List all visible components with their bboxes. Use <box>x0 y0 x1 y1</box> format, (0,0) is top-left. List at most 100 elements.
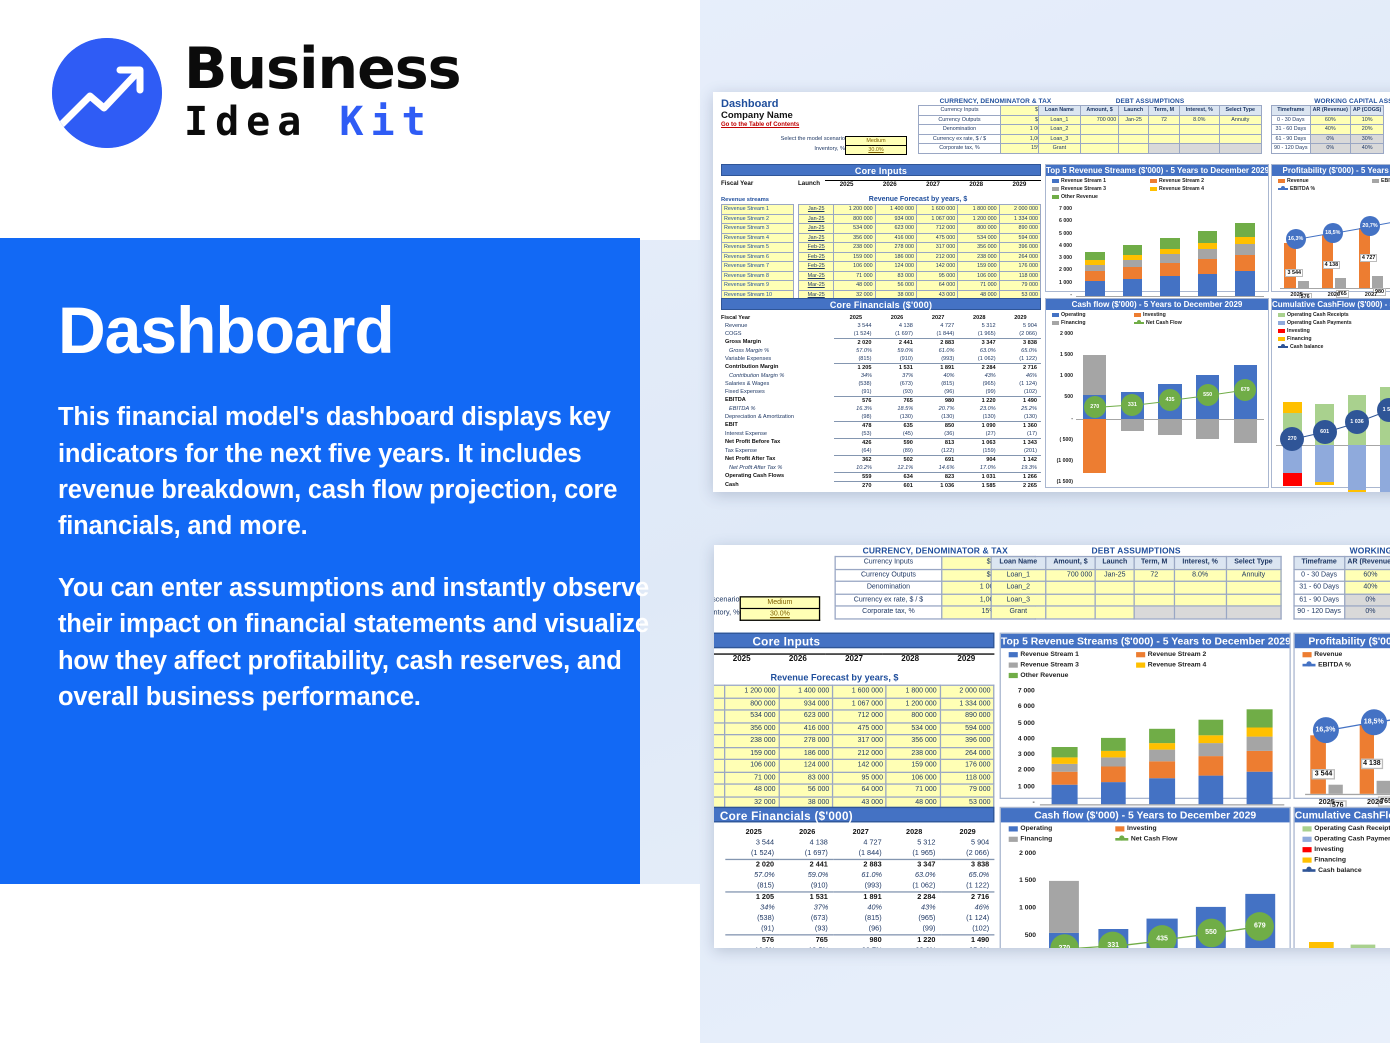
forecast-cell[interactable]: 396 000 <box>998 242 1042 253</box>
forecast-cell[interactable]: 800 000 <box>724 696 780 711</box>
forecast-cell[interactable]: 106 000 <box>885 771 941 785</box>
forecast-cell[interactable]: 278 000 <box>874 242 917 253</box>
forecast-cell[interactable]: 71 000 <box>885 783 941 798</box>
table-row[interactable]: Revenue Stream 1 <box>720 204 795 215</box>
forecast-cell[interactable]: 71 000 <box>833 270 876 281</box>
forecast-cell[interactable]: 83 000 <box>778 771 834 785</box>
table-cell[interactable]: 8.0% <box>1173 568 1227 582</box>
table-cell[interactable] <box>1173 580 1227 595</box>
forecast-cell[interactable]: 186 000 <box>778 746 834 760</box>
forecast-cell[interactable]: 1 800 000 <box>957 204 1000 215</box>
forecast-cell[interactable]: 356 000 <box>957 242 1000 253</box>
table-cell[interactable] <box>1225 592 1282 607</box>
table-row[interactable]: Revenue Stream 3 <box>720 223 795 234</box>
table-cell[interactable]: Annuity <box>1225 568 1282 582</box>
forecast-cell[interactable]: 278 000 <box>778 734 834 748</box>
launch-cell[interactable]: Jan-25 <box>714 709 726 723</box>
table-cell[interactable] <box>1147 133 1180 144</box>
forecast-cell[interactable]: 890 000 <box>998 223 1042 234</box>
table-cell[interactable]: 10% <box>1349 114 1385 125</box>
table-cell[interactable]: 0 - 30 Days <box>1271 114 1311 125</box>
table-cell[interactable] <box>1094 592 1135 607</box>
scenario-select[interactable]: Medium <box>739 596 821 610</box>
forecast-cell[interactable]: 142 000 <box>831 758 887 773</box>
inventory-input[interactable]: 30.0% <box>845 146 907 155</box>
forecast-cell[interactable]: 1 334 000 <box>939 696 995 711</box>
forecast-cell[interactable]: 416 000 <box>778 721 834 736</box>
launch-cell[interactable]: Feb-25 <box>714 758 726 773</box>
table-cell[interactable]: 700 000 <box>1044 568 1097 582</box>
forecast-cell[interactable]: 212 000 <box>831 746 887 760</box>
forecast-cell[interactable]: 534 000 <box>833 223 876 234</box>
table-cell[interactable]: 0% <box>1309 143 1351 154</box>
table-of-contents-link[interactable]: Go to the Table of Contents <box>721 122 800 128</box>
forecast-cell[interactable]: 1 067 000 <box>831 696 887 711</box>
forecast-cell[interactable]: 623 000 <box>874 223 917 234</box>
table-cell[interactable]: 0% <box>1309 133 1351 144</box>
table-cell[interactable] <box>1178 124 1220 135</box>
stream-name[interactable]: Revenue Stream 9 <box>720 280 795 291</box>
table-cell[interactable]: 60% <box>1343 568 1390 582</box>
launch-cell[interactable]: Jan-25 <box>798 223 835 234</box>
stream-name[interactable]: Revenue Stream 3 <box>720 223 795 234</box>
table-cell[interactable]: 61 - 90 Days <box>1293 592 1345 607</box>
forecast-cell[interactable]: 212 000 <box>915 251 959 262</box>
table-cell[interactable]: Annuity <box>1218 114 1263 125</box>
forecast-cell[interactable]: 95 000 <box>915 270 959 281</box>
forecast-cell[interactable]: 396 000 <box>939 734 995 748</box>
table-cell[interactable]: 30% <box>1349 133 1385 144</box>
table-cell[interactable]: 40% <box>1343 580 1390 595</box>
table-row[interactable]: Revenue Stream 2 <box>720 213 795 224</box>
forecast-cell[interactable]: 1 200 000 <box>724 684 780 699</box>
forecast-cell[interactable]: 176 000 <box>939 758 995 773</box>
stream-name[interactable]: Revenue Stream 7 <box>720 261 795 272</box>
launch-cell[interactable]: Feb-25 <box>798 261 835 272</box>
forecast-cell[interactable]: 1 334 000 <box>998 213 1042 224</box>
table-cell[interactable]: 8.0% <box>1178 114 1220 125</box>
table-cell[interactable] <box>1044 592 1097 607</box>
table-cell[interactable] <box>1147 124 1180 135</box>
table-cell[interactable] <box>1173 592 1227 607</box>
table-row[interactable]: Loan_3 <box>1038 133 1263 144</box>
chart-revenue-streams[interactable]: Top 5 Revenue Streams ($'000) - 5 Years … <box>999 632 1291 817</box>
forecast-cell[interactable]: 79 000 <box>998 280 1042 291</box>
forecast-cell[interactable]: 79 000 <box>939 783 995 798</box>
table-cell[interactable] <box>1218 124 1263 135</box>
table-cell[interactable] <box>1094 580 1135 595</box>
forecast-cell[interactable]: 1 400 000 <box>778 684 834 699</box>
forecast-cell[interactable]: 1 800 000 <box>885 684 941 699</box>
launch-cell[interactable]: Feb-25 <box>714 746 726 760</box>
launch-cell[interactable]: Jan-25 <box>798 204 835 215</box>
table-cell[interactable]: 72 <box>1133 568 1176 582</box>
forecast-cell[interactable]: 534 000 <box>885 721 941 736</box>
chart-cumulative-cashflow[interactable]: Cumulative CashFlow ($'000) - 5 Years to… <box>1271 298 1390 492</box>
stream-name[interactable]: Revenue Stream 4 <box>720 232 795 243</box>
revenue-stream-names[interactable]: Revenue Stream 1 Revenue Stream 2 Revenue … <box>720 204 795 300</box>
table-cell[interactable]: 61 - 90 Days <box>1271 133 1311 144</box>
table-cell[interactable] <box>1044 605 1097 619</box>
table-cell[interactable]: 60% <box>1309 114 1351 125</box>
forecast-cell[interactable]: 594 000 <box>998 232 1042 243</box>
forecast-cell[interactable]: 124 000 <box>874 261 917 272</box>
launch-cell[interactable]: Jan-25 <box>714 696 726 711</box>
forecast-cell[interactable]: 83 000 <box>874 270 917 281</box>
forecast-cell[interactable]: 712 000 <box>915 223 959 234</box>
scenario-select[interactable]: Medium <box>845 136 907 146</box>
forecast-cell[interactable]: 1 067 000 <box>915 213 959 224</box>
chart-cash-flow[interactable]: Cash flow ($'000) - 5 Years to December … <box>1045 298 1269 488</box>
forecast-cell[interactable]: 317 000 <box>831 734 887 748</box>
table-cell[interactable] <box>1118 133 1149 144</box>
table-row[interactable]: Corporate tax, % 15% <box>918 143 1073 154</box>
table-cell[interactable] <box>1225 580 1282 595</box>
forecast-cell[interactable]: 64 000 <box>831 783 887 798</box>
forecast-cell[interactable]: 594 000 <box>939 721 995 736</box>
launch-cell[interactable]: Mar-25 <box>714 771 726 785</box>
launch-cell[interactable]: Feb-25 <box>798 242 835 253</box>
